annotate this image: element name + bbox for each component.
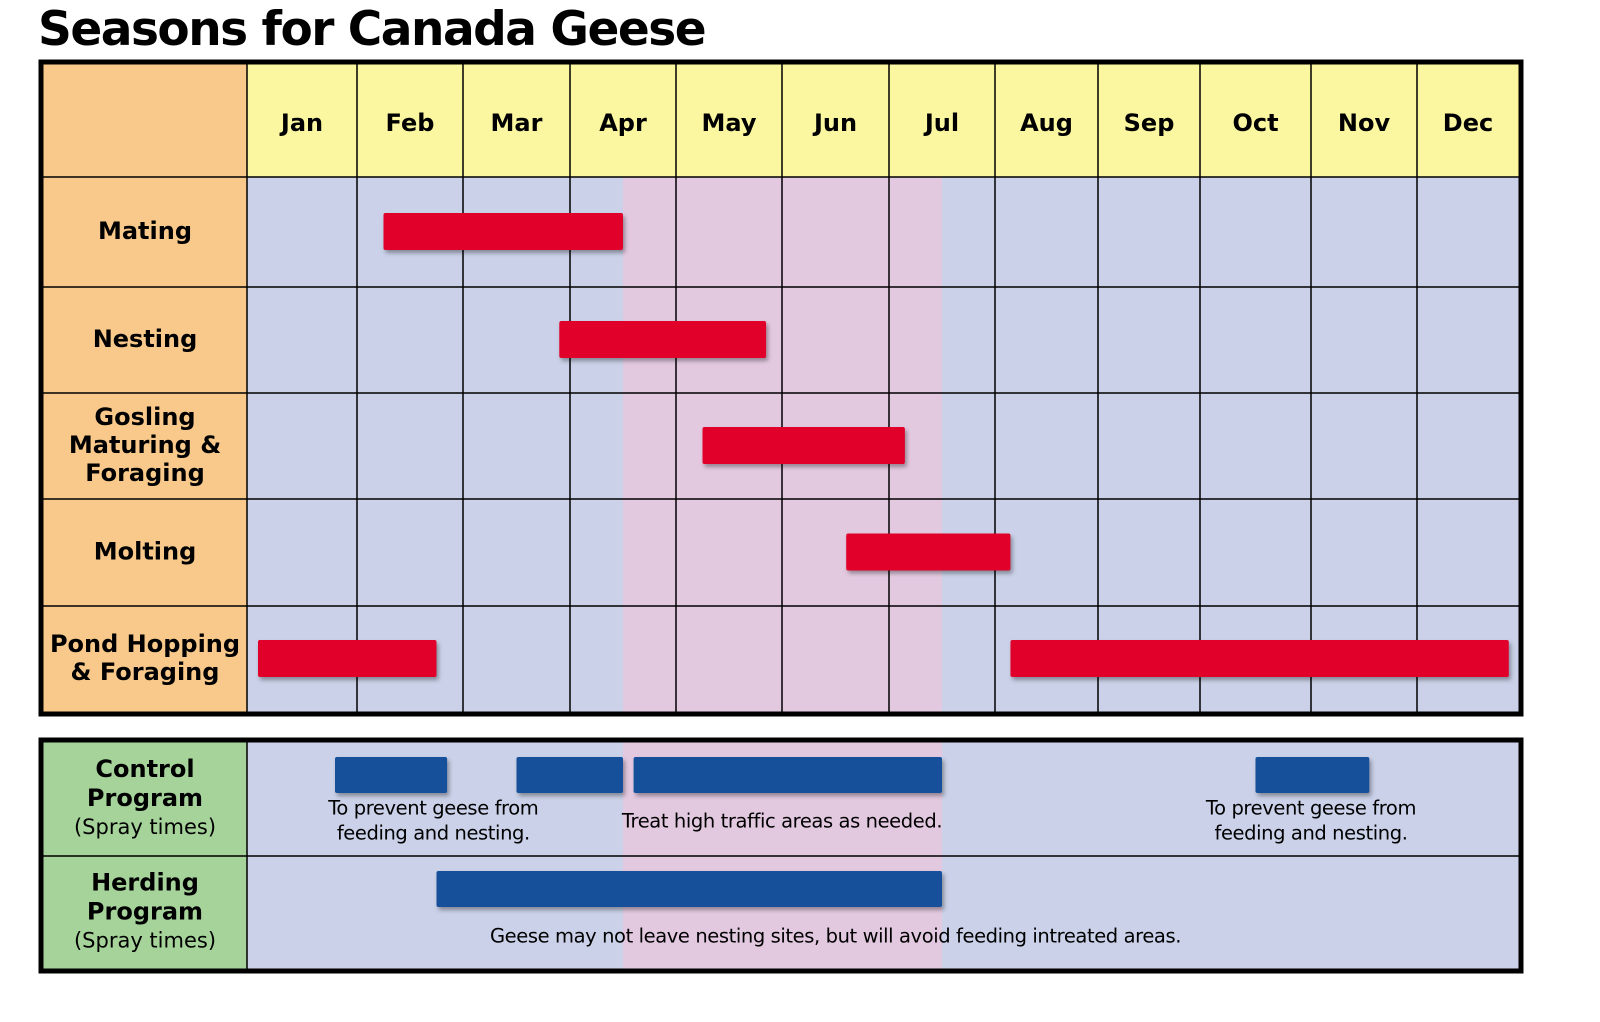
activity-label: Nesting bbox=[93, 325, 198, 353]
month-label: Dec bbox=[1443, 109, 1493, 137]
program-note: feeding and nesting. bbox=[337, 822, 530, 845]
month-header-bg bbox=[247, 64, 1519, 177]
activity-label: Mating bbox=[98, 217, 192, 245]
activity-label: Foraging bbox=[85, 459, 205, 487]
program-bar bbox=[436, 871, 942, 907]
program-note: Treat high traffic areas as needed. bbox=[621, 810, 942, 833]
program-note: To prevent geese from bbox=[327, 797, 538, 820]
month-label: Nov bbox=[1338, 109, 1391, 137]
program-frame bbox=[38, 737, 1524, 974]
month-label: Sep bbox=[1124, 109, 1175, 137]
activity-bar bbox=[559, 321, 767, 358]
main-chart-frame bbox=[38, 59, 1524, 717]
month-label: Jul bbox=[923, 109, 959, 137]
month-label: May bbox=[702, 109, 757, 137]
activity-label: & Foraging bbox=[71, 658, 220, 686]
activity-bar bbox=[1010, 640, 1509, 677]
program-label: Herding bbox=[91, 869, 199, 897]
month-label: Apr bbox=[599, 109, 647, 137]
program-sublabel: (Spray times) bbox=[74, 815, 216, 839]
activity-label: Pond Hopping bbox=[50, 630, 240, 658]
program-bar bbox=[335, 757, 448, 793]
program-note: To prevent geese from bbox=[1205, 797, 1416, 820]
activity-label: Gosling bbox=[94, 403, 195, 431]
program-note: Geese may not leave nesting sites, but w… bbox=[490, 925, 1181, 948]
activity-bar bbox=[383, 213, 623, 250]
page-title: Seasons for Canada Geese bbox=[38, 2, 707, 57]
activity-bar bbox=[258, 640, 437, 677]
program-bar bbox=[516, 757, 623, 793]
program-label: Control bbox=[95, 755, 194, 783]
activity-bar bbox=[846, 533, 1011, 571]
month-label: Mar bbox=[491, 109, 543, 137]
month-label: Oct bbox=[1232, 109, 1278, 137]
month-label: Jun bbox=[812, 109, 857, 137]
program-bar bbox=[633, 757, 942, 793]
month-label: Jan bbox=[279, 109, 323, 137]
program-sublabel: (Spray times) bbox=[74, 929, 216, 953]
activity-label: Molting bbox=[94, 538, 197, 566]
activity-bar bbox=[702, 427, 905, 464]
program-bar bbox=[1255, 757, 1370, 793]
month-label: Aug bbox=[1020, 109, 1073, 137]
month-label: Feb bbox=[386, 109, 435, 137]
label-column-bg bbox=[43, 64, 247, 712]
activity-label: Maturing & bbox=[69, 431, 221, 459]
program-label: Program bbox=[87, 784, 203, 812]
program-label: Program bbox=[87, 898, 203, 926]
program-note: feeding and nesting. bbox=[1215, 822, 1408, 845]
